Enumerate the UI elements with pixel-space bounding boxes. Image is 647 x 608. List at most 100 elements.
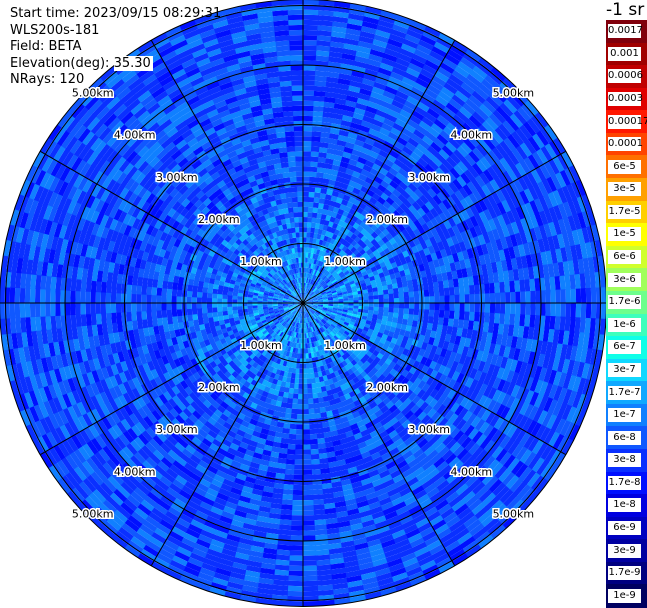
range-gate bbox=[374, 303, 379, 307]
range-gate bbox=[303, 161, 311, 166]
range-gate bbox=[318, 397, 324, 403]
range-gate bbox=[295, 444, 303, 449]
range-gate bbox=[315, 187, 322, 193]
range-gate bbox=[281, 504, 293, 510]
range-gate bbox=[303, 197, 309, 202]
range-gate bbox=[293, 485, 303, 490]
range-gate bbox=[312, 121, 322, 127]
range-gate bbox=[409, 303, 414, 309]
range-gate bbox=[303, 141, 312, 146]
range-gate bbox=[313, 403, 319, 409]
range-gate bbox=[384, 303, 389, 308]
range-gate bbox=[303, 55, 317, 60]
range-gate bbox=[298, 389, 303, 394]
range-gate bbox=[311, 151, 320, 157]
range-gate bbox=[439, 296, 444, 304]
range-gate bbox=[378, 295, 383, 300]
range-gate bbox=[443, 280, 449, 289]
range-gate bbox=[389, 293, 394, 298]
range-gate bbox=[530, 303, 535, 316]
range-gate bbox=[280, 443, 289, 449]
range-gate bbox=[315, 71, 328, 77]
range-gate bbox=[314, 192, 321, 198]
range-gate bbox=[424, 303, 429, 310]
range-gate bbox=[394, 298, 399, 303]
range-gate bbox=[311, 383, 316, 389]
range-gate bbox=[303, 126, 313, 131]
range-gate bbox=[479, 312, 485, 322]
range-gate bbox=[464, 286, 470, 295]
range-gate bbox=[414, 297, 419, 303]
range-gate bbox=[556, 290, 561, 304]
range-gate bbox=[311, 146, 320, 152]
range-gate bbox=[294, 465, 303, 470]
range-gate bbox=[297, 414, 303, 419]
range-gate bbox=[312, 393, 318, 399]
range-gate bbox=[535, 303, 540, 316]
range-gate bbox=[302, 475, 312, 480]
range-gate bbox=[288, 576, 303, 581]
range-gate bbox=[302, 601, 319, 606]
range-gate bbox=[561, 289, 566, 304]
range-gate bbox=[309, 177, 316, 183]
range-gate bbox=[433, 282, 439, 290]
range-gate bbox=[290, 414, 297, 420]
range-gate bbox=[312, 126, 322, 132]
range-gate bbox=[313, 101, 324, 107]
range-gate bbox=[307, 222, 312, 227]
range-gate bbox=[302, 520, 314, 525]
range-gate bbox=[298, 384, 303, 389]
range-gate bbox=[303, 40, 318, 45]
range-gate bbox=[286, 454, 295, 460]
range-gate bbox=[293, 480, 303, 485]
range-gate bbox=[303, 439, 311, 444]
range-gate bbox=[307, 217, 312, 222]
range-gate bbox=[302, 591, 318, 596]
range-gate bbox=[288, 439, 296, 445]
range-gate bbox=[302, 480, 312, 485]
range-gate bbox=[299, 369, 303, 374]
range-gate bbox=[459, 311, 465, 320]
range-gate bbox=[413, 315, 419, 322]
range-gate bbox=[373, 295, 378, 299]
range-gate bbox=[312, 484, 323, 490]
range-gate bbox=[449, 295, 454, 303]
range-gate bbox=[303, 187, 309, 192]
range-gate bbox=[310, 162, 318, 168]
range-gate bbox=[308, 404, 314, 409]
range-gate bbox=[299, 364, 303, 369]
range-gate bbox=[303, 237, 307, 242]
range-gate bbox=[409, 291, 415, 297]
range-gate bbox=[302, 495, 313, 500]
range-gate bbox=[314, 408, 321, 414]
range-gate bbox=[315, 76, 328, 82]
range-gate bbox=[576, 288, 581, 303]
range-gate bbox=[289, 545, 303, 550]
range-gate bbox=[303, 414, 309, 419]
range-gate bbox=[302, 470, 312, 475]
range-gate bbox=[444, 295, 449, 303]
range-gate bbox=[448, 279, 454, 288]
range-gate bbox=[293, 475, 303, 480]
range-gate bbox=[288, 434, 296, 440]
range-gate bbox=[524, 279, 530, 292]
range-gate bbox=[444, 288, 450, 296]
range-gate bbox=[292, 495, 303, 500]
range-gate bbox=[291, 409, 297, 415]
range-gate bbox=[510, 292, 515, 304]
range-gate bbox=[303, 50, 317, 55]
range-gate bbox=[394, 293, 399, 299]
range-gate bbox=[303, 136, 312, 141]
range-gate bbox=[299, 374, 303, 379]
range-gate bbox=[310, 444, 318, 450]
range-gate bbox=[429, 289, 435, 297]
range-gate bbox=[520, 291, 525, 303]
range-gate bbox=[289, 550, 303, 555]
range-gate bbox=[282, 489, 293, 495]
range-gate bbox=[303, 177, 310, 182]
range-gate bbox=[292, 490, 303, 495]
range-gate bbox=[287, 586, 303, 591]
range-gate bbox=[434, 296, 439, 304]
range-gate bbox=[312, 489, 323, 495]
range-gate bbox=[294, 383, 299, 388]
